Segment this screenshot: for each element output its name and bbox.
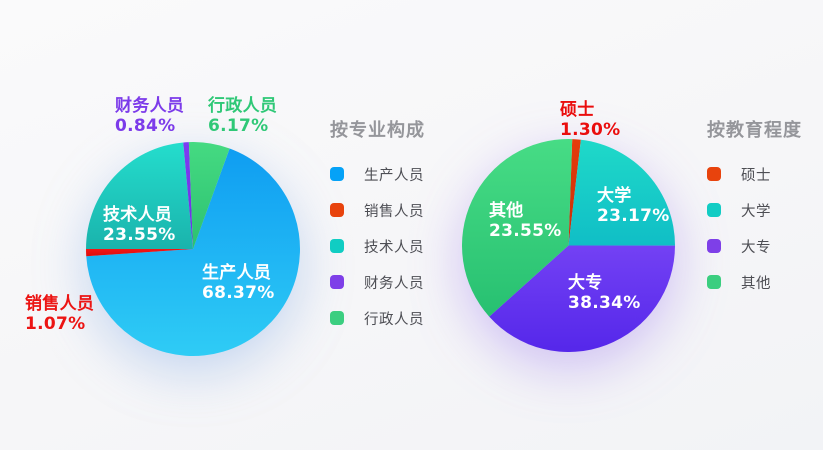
label-junior-college: 大专 38.34% [568, 273, 641, 313]
pie-slice-admin-staff[interactable] [188, 142, 230, 249]
pie-slice-master-degree[interactable] [568, 139, 581, 246]
label-name: 行政人员 [208, 96, 278, 116]
label-admin-staff: 行政人员 6.17% [208, 96, 277, 136]
label-name: 财务人员 [115, 96, 185, 116]
legend-swatch [330, 311, 344, 325]
legend-item-other[interactable]: 其他 [707, 271, 823, 293]
label-value: 23.17% [597, 206, 670, 226]
label-name: 大学 [597, 186, 632, 206]
legend-item-admin-staff[interactable]: 行政人员 [330, 307, 450, 329]
legend-items: 生产人员 销售人员 技术人员 财务人员 行政人员 [330, 163, 450, 343]
legend-profession: 按专业构成 生产人员 销售人员 技术人员 财务人员 行政人员 [330, 121, 450, 343]
legend-items: 硕士 大学 大专 其他 [707, 163, 823, 307]
label-name: 技术人员 [103, 205, 173, 225]
label-sales-staff: 销售人员 1.07% [25, 294, 94, 334]
legend-swatch [707, 203, 721, 217]
pie-chart-education[interactable] [462, 139, 675, 352]
label-value: 1.07% [25, 314, 86, 334]
label-technical-staff: 技术人员 23.55% [103, 205, 176, 245]
label-university: 大学 23.17% [597, 186, 670, 226]
label-master-degree: 硕士 1.30% [560, 100, 620, 140]
label-value: 23.55% [489, 221, 562, 241]
label-value: 23.55% [103, 225, 176, 245]
label-value: 1.30% [560, 120, 621, 140]
legend-swatch [330, 239, 344, 253]
label-value: 0.84% [115, 116, 176, 136]
legend-swatch [707, 167, 721, 181]
pie-slice-production-staff[interactable] [86, 148, 300, 356]
pie-slice-technical-staff[interactable] [86, 142, 193, 250]
legend-title-education: 按教育程度 [707, 120, 802, 141]
label-value: 68.37% [202, 283, 275, 303]
label-value: 6.17% [208, 116, 269, 136]
legend-item-technical-staff[interactable]: 技术人员 [330, 235, 450, 257]
legend-swatch [330, 167, 344, 181]
label-value: 38.34% [568, 293, 641, 313]
label-name: 销售人员 [25, 294, 95, 314]
pie-chart-profession[interactable] [86, 142, 300, 356]
legend-item-master-degree[interactable]: 硕士 [707, 163, 823, 185]
legend-swatch [330, 275, 344, 289]
legend-swatch [330, 203, 344, 217]
pie-slice-junior-college[interactable] [489, 245, 675, 353]
legend-swatch [707, 275, 721, 289]
pie-slice-university[interactable] [568, 139, 676, 246]
legend-item-finance-staff[interactable]: 财务人员 [330, 271, 450, 293]
label-finance-staff: 财务人员 0.84% [115, 96, 184, 136]
legend-education: 按教育程度 硕士 大学 大专 其他 [707, 121, 823, 307]
legend-item-sales-staff[interactable]: 销售人员 [330, 199, 450, 221]
label-name: 大专 [568, 273, 603, 293]
pie-slice-finance-staff[interactable] [183, 142, 193, 249]
legend-title-profession: 按专业构成 [330, 120, 425, 141]
legend-item-junior-college[interactable]: 大专 [707, 235, 823, 257]
legend-item-production-staff[interactable]: 生产人员 [330, 163, 450, 185]
label-name: 生产人员 [202, 263, 272, 283]
pie-slice-sales-staff[interactable] [86, 249, 193, 257]
label-production-staff: 生产人员 68.37% [202, 263, 275, 303]
legend-item-university[interactable]: 大学 [707, 199, 823, 221]
legend-swatch [707, 239, 721, 253]
label-name: 其他 [489, 201, 524, 221]
label-name: 硕士 [560, 100, 595, 120]
label-other: 其他 23.55% [489, 201, 562, 241]
pie-slice-other[interactable] [462, 139, 573, 317]
